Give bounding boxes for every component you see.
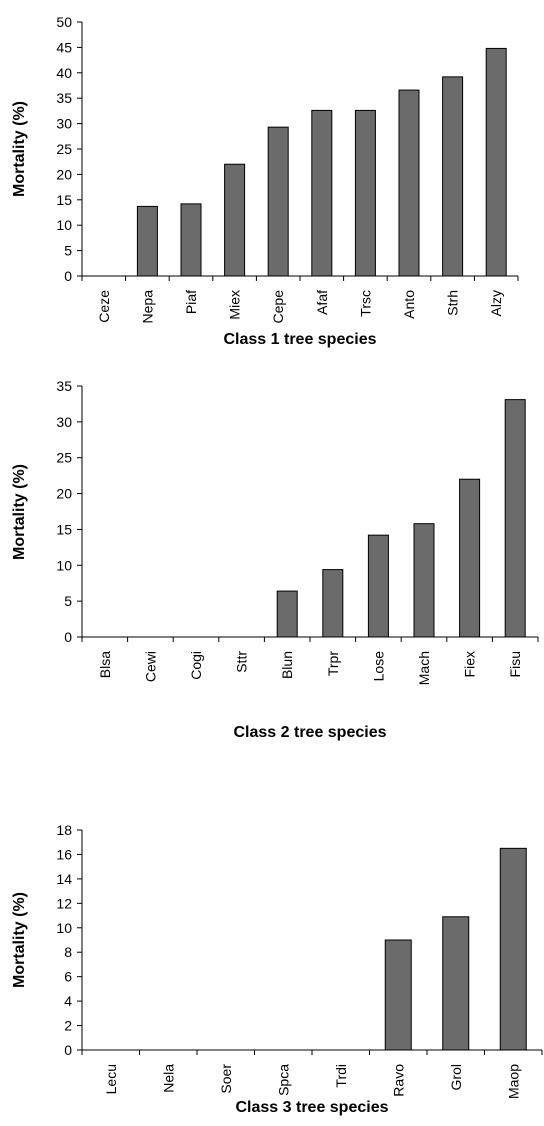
category-label-piaf: Piaf: [183, 290, 199, 314]
bar-fisu: [504, 399, 526, 638]
y-tick-label: 0: [64, 268, 72, 284]
category-label-lose: Lose: [370, 651, 386, 682]
y-axis-label: Mortality (%): [11, 464, 28, 560]
y-tick-label: 10: [56, 920, 72, 936]
y-tick-label: 10: [56, 557, 72, 573]
category-label-mach: Mach: [416, 651, 432, 685]
y-tick-label: 25: [56, 141, 72, 157]
y-tick-label: 50: [56, 14, 72, 30]
category-label-soer: Soer: [218, 1064, 234, 1094]
y-tick-label: 35: [56, 378, 72, 394]
bar-nepa: [136, 205, 158, 277]
category-label-trsc: Trsc: [357, 290, 373, 317]
bar-trsc: [354, 109, 376, 277]
category-label-blsa: Blsa: [97, 651, 113, 678]
bar-miex: [224, 163, 246, 277]
y-tick-label: 20: [56, 166, 72, 182]
category-label-spca: Spca: [275, 1064, 291, 1096]
category-label-cepe: Cepe: [270, 290, 286, 324]
category-label-nela: Nela: [160, 1064, 176, 1093]
bar-fiex: [459, 478, 481, 638]
y-tick-label: 18: [56, 822, 72, 838]
category-label-maop: Maop: [505, 1064, 521, 1099]
category-label-cogi: Cogi: [188, 651, 204, 680]
category-label-trpr: Trpr: [325, 651, 341, 676]
y-tick-label: 8: [64, 944, 72, 960]
bar-strh: [442, 76, 464, 277]
category-label-fisu: Fisu: [507, 651, 523, 677]
y-tick-label: 4: [64, 993, 72, 1009]
bar-blun: [276, 590, 298, 638]
y-tick-label: 45: [56, 39, 72, 55]
y-tick-label: 40: [56, 65, 72, 81]
category-label-alzy: Alzy: [488, 290, 504, 316]
y-tick-label: 30: [56, 116, 72, 132]
category-label-lecu: Lecu: [103, 1064, 119, 1094]
y-tick-label: 10: [56, 217, 72, 233]
y-tick-label: 15: [56, 192, 72, 208]
category-label-anto: Anto: [401, 290, 417, 319]
bar-afaf: [311, 109, 333, 277]
category-label-nepa: Nepa: [139, 290, 155, 324]
y-tick-label: 20: [56, 486, 72, 502]
y-tick-label: 35: [56, 90, 72, 106]
x-axis-label: Class 2 tree species: [234, 724, 387, 741]
bar-mach: [413, 523, 435, 638]
bar-lose: [367, 534, 389, 638]
y-tick-label: 15: [56, 521, 72, 537]
bar-ravo: [384, 939, 412, 1051]
y-axis-label: Mortality (%): [11, 892, 28, 988]
y-tick-label: 6: [64, 969, 72, 985]
bar-trpr: [322, 569, 344, 638]
bar-anto: [398, 89, 420, 277]
y-tick-label: 2: [64, 1018, 72, 1034]
chart-3: 0 2 4 6 8 10 12 14 16 18 Lecu Nela Soer Spca Trdi Ravo G…: [11, 822, 543, 1116]
y-axis-label: Mortality (%): [11, 101, 28, 197]
y-tick-label: 25: [56, 450, 72, 466]
y-tick-label: 30: [56, 414, 72, 430]
category-label-ceze: Ceze: [96, 290, 112, 323]
category-label-fiex: Fiex: [462, 651, 478, 677]
category-label-cewi: Cewi: [142, 651, 158, 682]
x-axis-label: Class 1 tree species: [224, 331, 377, 348]
x-axis-label: Class 3 tree species: [236, 1099, 389, 1116]
y-tick-label: 14: [56, 871, 72, 887]
category-label-ravo: Ravo: [390, 1064, 406, 1097]
category-label-blun: Blun: [279, 651, 295, 679]
category-label-miex: Miex: [227, 290, 243, 320]
y-tick-label: 5: [64, 243, 72, 259]
y-tick-label: 12: [56, 895, 72, 911]
bar-alzy: [485, 47, 507, 277]
category-label-strh: Strh: [445, 290, 461, 316]
category-label-grol: Grol: [448, 1064, 464, 1090]
bar-cepe: [267, 126, 289, 277]
category-label-trdi: Trdi: [333, 1064, 349, 1088]
bar-maop: [499, 847, 527, 1051]
y-tick-label: 16: [56, 846, 72, 862]
chart-2: 0 5 10 15 20 25 30 35 Blsa Cewi Cogi Sttr Blun Trpr Lo…: [11, 378, 539, 741]
bar-grol: [442, 916, 470, 1051]
category-label-afaf: Afaf: [314, 290, 330, 315]
chart-1: 0 5 10 15 20 25 30 35 40 45 50 Ceze Nepa Piaf Miex Cepe…: [11, 14, 519, 348]
category-label-sttr: Sttr: [234, 651, 250, 673]
y-tick-label: 0: [64, 1042, 72, 1058]
y-tick-label: 5: [64, 593, 72, 609]
bar-piaf: [180, 203, 202, 277]
y-tick-label: 0: [64, 629, 72, 645]
